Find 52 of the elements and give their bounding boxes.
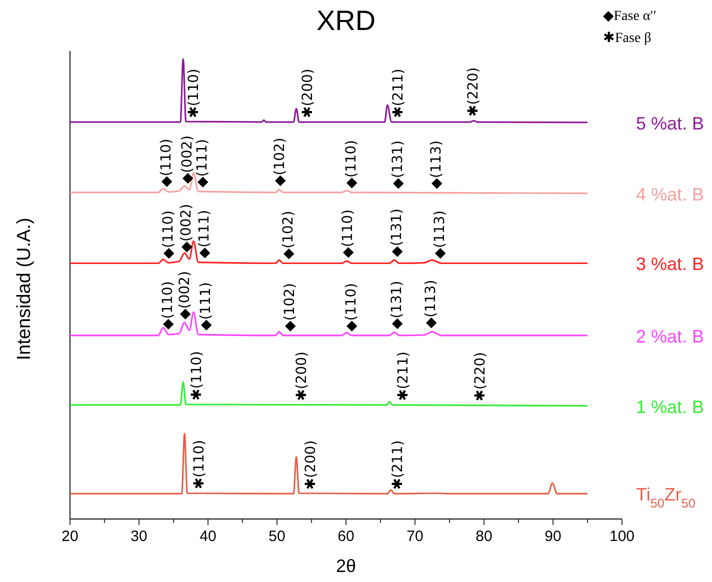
annotation: ◆(113) (432, 210, 448, 259)
annotation: ◆(111) (198, 282, 214, 331)
annotation: ✱(211) (395, 352, 412, 401)
y-axis-title: Intensidad (U.A.) (14, 218, 35, 360)
chart-title: XRD (316, 5, 376, 36)
annotation: ✱(200) (302, 440, 319, 490)
annotation: ◆(113) (422, 280, 439, 328)
x-tick-label: 30 (130, 528, 148, 545)
annotation: ◆(110) (160, 281, 176, 330)
annotation: ◆(002) (178, 204, 195, 252)
annotation: ✱(110) (186, 68, 202, 118)
annotation: ◆(110) (344, 283, 360, 332)
annotation: ✱(220) (466, 67, 482, 117)
x-tick-label: 100 (609, 528, 635, 545)
annotation: ◆(102) (272, 138, 288, 186)
annotation: ✱(211) (390, 440, 406, 490)
annotation: ◆(102) (280, 210, 297, 260)
annotation: ✱(200) (294, 352, 310, 401)
text: 5 %at. B (636, 113, 704, 134)
annotation: ◆(002) (179, 135, 196, 184)
x-tick-label: 80 (476, 528, 492, 545)
annotation: ✱(110) (192, 440, 208, 490)
text: Ti$_{50}$Zr$_{50}$ (636, 484, 696, 511)
annotation: ◆(110) (158, 138, 175, 188)
annotation: ✱(220) (472, 352, 489, 402)
annotation: ◆(102) (282, 283, 298, 332)
annotation: ◆(111) (194, 139, 210, 188)
annotation: ◆(002) (177, 271, 194, 320)
annotation: ◆(113) (428, 140, 444, 189)
annotation: ◆(110) (160, 210, 177, 259)
text: ✱Fase β (603, 31, 652, 46)
x-tick-label: 20 (62, 528, 78, 545)
text: ◆Fase α′′ (603, 9, 656, 24)
text: 1 %at. B (636, 396, 704, 417)
x-axis-title: 2θ (336, 556, 356, 576)
x-tick-label: 50 (268, 528, 286, 545)
text: 4 %at. B (636, 184, 704, 204)
text: 3 %at. B (636, 254, 704, 274)
annotation: ✱(110) (188, 351, 205, 400)
annotation: ✱(200) (300, 68, 316, 118)
annotation: ◆(111) (196, 210, 213, 258)
annotation: ◆(110) (344, 140, 360, 188)
x-tick-label: 90 (544, 528, 562, 545)
annotation: ◆(110) (340, 209, 356, 258)
annotation: ◆(131) (389, 208, 406, 257)
annotation: ◆(131) (389, 280, 406, 330)
x-tick-label: 70 (406, 528, 424, 545)
x-tick-label: 60 (338, 528, 354, 545)
annotation: ✱(211) (390, 68, 406, 118)
annotation: ◆(131) (390, 140, 406, 189)
x-tick-label: 40 (200, 528, 216, 545)
text: 2 %at. B (636, 326, 704, 346)
